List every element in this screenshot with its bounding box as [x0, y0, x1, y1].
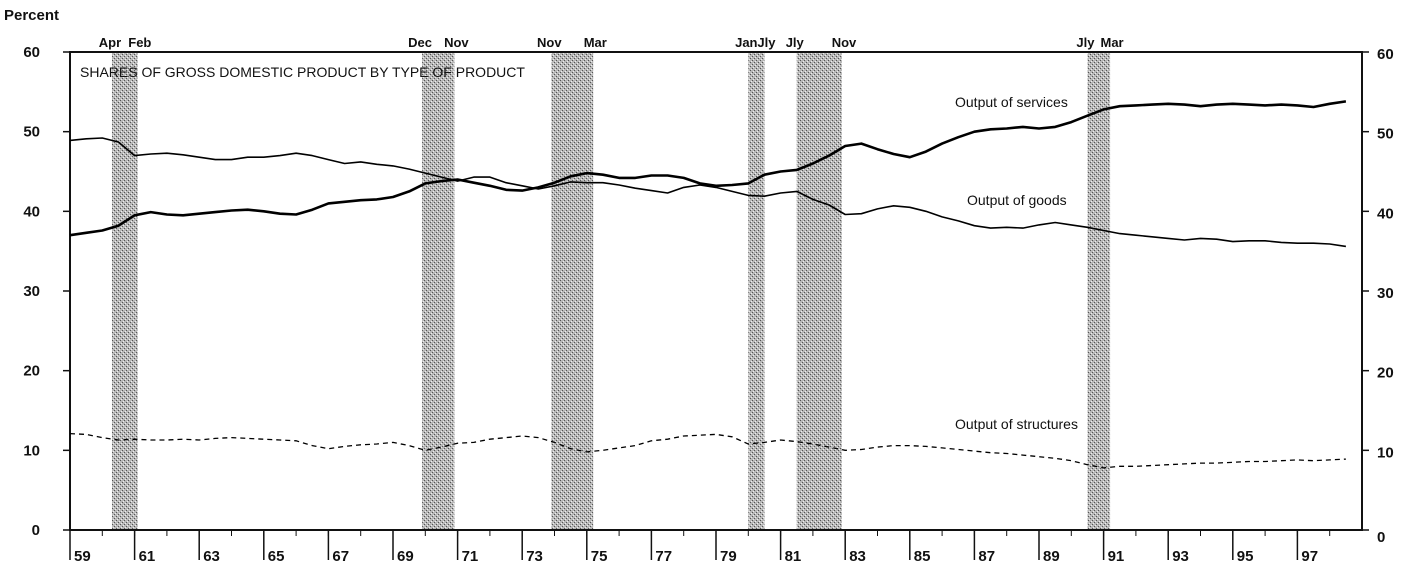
recession-end-label: Nov [832, 35, 857, 50]
series-label-services: Output of services [955, 94, 1068, 110]
series-label-goods: Output of goods [967, 192, 1067, 208]
y-tick-label-left: 60 [23, 44, 40, 61]
x-tick-label: 97 [1301, 548, 1318, 565]
x-tick-label: 65 [268, 548, 285, 565]
y-tick-label-right: 20 [1377, 365, 1394, 382]
recession-start-label: Jly [1076, 35, 1095, 50]
y-tick-label-left: 10 [23, 442, 40, 459]
y-tick-label-right: 10 [1377, 444, 1394, 461]
x-tick-label: 77 [655, 548, 672, 565]
recession-start-label: Nov [537, 35, 562, 50]
recession-end-label: Nov [444, 35, 469, 50]
recession-bands: Apr Feb Dec Nov Nov Mar Jan Jly Jly Nov Jly Mar [99, 35, 1124, 530]
x-tick-label: 81 [785, 548, 802, 565]
y-tick-label-left: 30 [23, 283, 40, 300]
recession-start-label: Dec [408, 35, 432, 50]
recession-band [1087, 52, 1111, 530]
x-tick-label: 75 [591, 548, 608, 565]
y-tick-label-left: 40 [23, 203, 40, 220]
x-tick-label: 79 [720, 548, 737, 565]
recession-end-label: Jly [757, 35, 776, 50]
x-tick-label: 61 [139, 548, 156, 565]
recession-end-label: Feb [128, 35, 151, 50]
axes: 0 10 20 30 40 50 60 0 10 20 30 40 50 60 59 61 63 65 67 69 71… [23, 44, 1393, 565]
plot-frame [69, 51, 1363, 531]
y-tick-label-right: 0 [1377, 529, 1385, 546]
y-tick-label-right: 60 [1377, 46, 1394, 63]
x-tick-label: 67 [332, 548, 349, 565]
recession-end-label: Mar [584, 35, 607, 50]
x-tick-label: 73 [526, 548, 543, 565]
recession-start-label: Apr [99, 35, 121, 50]
series-line-1 [69, 100, 1347, 237]
recession-start-label: Jly [786, 35, 805, 50]
recession-band [111, 52, 138, 530]
y-tick-label-right: 50 [1377, 126, 1394, 143]
recession-band [796, 52, 842, 530]
x-tick-label: 87 [978, 548, 995, 565]
y-tick-label-right: 30 [1377, 285, 1394, 302]
x-tick-label: 63 [203, 548, 220, 565]
x-tick-label: 89 [1043, 548, 1060, 565]
series-line-3 [69, 432, 1346, 469]
x-tick-label: 59 [74, 548, 91, 565]
recession-band [748, 52, 765, 530]
y-axis-label: Percent [4, 7, 59, 24]
x-tick-label: 83 [849, 548, 866, 565]
x-tick-label: 93 [1172, 548, 1189, 565]
y-tick-label-left: 0 [32, 522, 40, 539]
series-line-2 [69, 137, 1347, 248]
recession-start-label: Jan [735, 35, 757, 50]
x-tick-label: 95 [1237, 548, 1254, 565]
x-tick-label: 71 [462, 548, 479, 565]
series-label-structures: Output of structures [955, 416, 1078, 432]
y-tick-label-right: 40 [1377, 205, 1394, 222]
series [69, 100, 1347, 469]
y-tick-label-left: 50 [23, 124, 40, 141]
recession-band [422, 52, 455, 530]
x-tick-label: 69 [397, 548, 414, 565]
x-tick-label: 85 [914, 548, 931, 565]
recession-end-label: Mar [1100, 35, 1123, 50]
y-tick-label-left: 20 [23, 363, 40, 380]
x-tick-label: 91 [1108, 548, 1125, 565]
chart-title: SHARES OF GROSS DOMESTIC PRODUCT BY TYPE… [80, 64, 525, 80]
recession-band [551, 52, 594, 530]
